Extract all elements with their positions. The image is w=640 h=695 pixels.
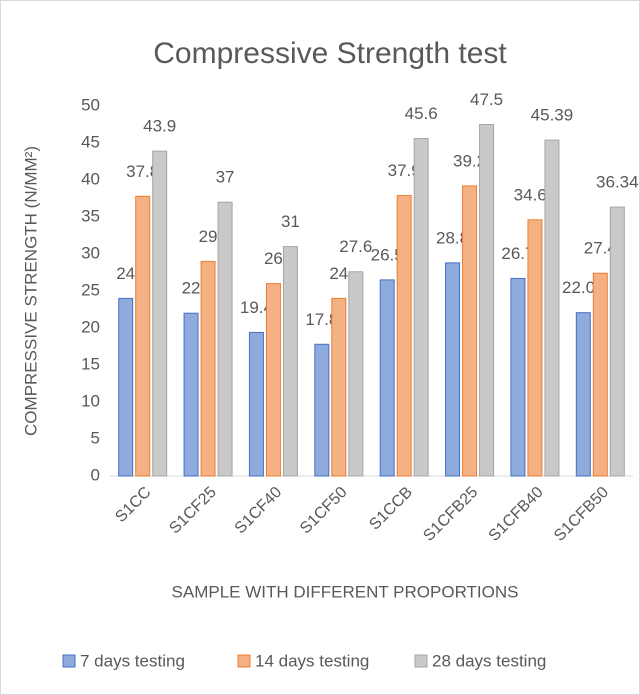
bar [217,201,233,477]
data-label: 43.9 [143,117,176,136]
bar [314,343,330,477]
legend-label: 28 days testing [432,651,546,670]
bar [396,195,412,477]
bar [248,331,264,477]
y-tick-label: 40 [81,169,100,188]
bar [575,312,591,477]
bar [135,195,151,477]
bar [413,138,429,477]
x-axis-title: SAMPLE WITH DIFFERENT PROPORTIONS [172,582,519,601]
data-label: 26 [264,249,283,268]
legend-label: 7 days testing [80,651,185,670]
legend-label: 14 days testing [255,651,369,670]
bar [265,283,281,477]
data-label: 17.8 [305,310,338,329]
bar [479,124,495,477]
data-label: 28.8 [436,228,469,247]
bar [609,206,625,477]
y-axis-title: COMPRESSIVE STRENGTH (N/MM²) [21,146,40,436]
data-label: 47.5 [470,90,503,109]
data-label: 36.34 [596,173,639,192]
bar [592,272,608,477]
bar [331,297,347,477]
legend-swatch [62,654,76,668]
y-tick-label: 45 [81,132,100,151]
bar [462,185,478,477]
bar [510,277,526,477]
data-label: 24 [329,264,348,283]
y-tick-label: 20 [81,317,100,336]
data-label: 27.6 [339,237,372,256]
legend-swatch [237,654,251,668]
data-label: 37.8 [126,162,159,181]
data-label: 19.4 [240,298,273,317]
chart-title: Compressive Strength test [153,37,507,70]
y-tick-label: 50 [81,95,100,114]
data-label: 37.9 [388,161,421,180]
y-tick-label: 15 [81,354,100,373]
y-tick-label: 30 [81,243,100,262]
bar [445,262,461,477]
data-label: 27.4 [584,239,617,258]
bar [200,260,216,477]
data-label: 45.6 [405,104,438,123]
bar [527,219,543,477]
bar [183,312,199,477]
bar [152,150,168,477]
bar [544,139,560,477]
data-label: 24 [116,264,135,283]
data-label: 31 [281,212,300,231]
data-label: 37 [216,168,235,187]
data-label: 29 [199,227,218,246]
y-tick-label: 25 [81,280,100,299]
data-label: 39.2 [453,151,486,170]
bar [282,246,298,477]
bar [379,279,395,477]
y-tick-label: 0 [91,465,100,484]
y-tick-label: 5 [91,428,100,447]
data-label: 26.5 [371,245,404,264]
y-tick-label: 10 [81,391,100,410]
bar [118,297,134,477]
data-label: 45.39 [531,106,574,125]
y-tick-label: 35 [81,206,100,225]
bar [348,271,364,477]
legend-swatch [414,654,428,668]
data-label: 26.7 [501,244,534,263]
data-label: 22 [182,279,201,298]
